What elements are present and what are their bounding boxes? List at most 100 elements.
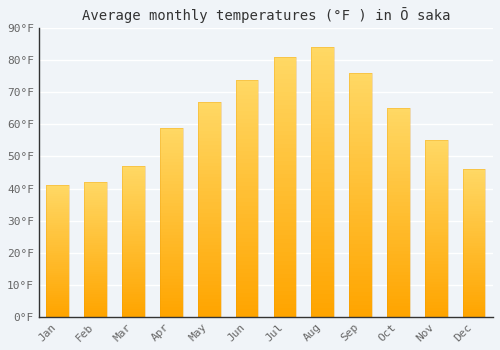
- Bar: [160, 178, 182, 181]
- Bar: [122, 239, 145, 241]
- Bar: [160, 235, 182, 238]
- Bar: [198, 163, 220, 167]
- Bar: [236, 210, 258, 214]
- Bar: [160, 285, 182, 288]
- Bar: [349, 114, 372, 118]
- Bar: [463, 189, 485, 191]
- Bar: [349, 313, 372, 317]
- Bar: [236, 131, 258, 135]
- Bar: [160, 197, 182, 200]
- Bar: [236, 265, 258, 270]
- Bar: [274, 61, 296, 66]
- Bar: [236, 214, 258, 218]
- Bar: [46, 212, 69, 214]
- Bar: [160, 162, 182, 166]
- Bar: [46, 310, 69, 313]
- Bar: [236, 79, 258, 84]
- Bar: [122, 312, 145, 314]
- Bar: [122, 221, 145, 224]
- Bar: [46, 205, 69, 207]
- Bar: [46, 229, 69, 231]
- Bar: [198, 256, 220, 259]
- Title: Average monthly temperatures (°F ) in Ō saka: Average monthly temperatures (°F ) in Ō …: [82, 7, 450, 23]
- Bar: [160, 169, 182, 172]
- Bar: [274, 304, 296, 308]
- Bar: [425, 217, 448, 220]
- Bar: [463, 268, 485, 270]
- Bar: [84, 218, 107, 220]
- Bar: [236, 226, 258, 230]
- Bar: [312, 187, 334, 191]
- Bar: [387, 199, 410, 202]
- Bar: [425, 290, 448, 293]
- Bar: [122, 272, 145, 274]
- Bar: [349, 126, 372, 130]
- Bar: [122, 166, 145, 317]
- Bar: [463, 231, 485, 233]
- Bar: [425, 285, 448, 287]
- Bar: [312, 294, 334, 299]
- Bar: [387, 129, 410, 133]
- Bar: [312, 164, 334, 169]
- Bar: [463, 226, 485, 228]
- Bar: [349, 146, 372, 150]
- Bar: [463, 223, 485, 226]
- Bar: [425, 232, 448, 235]
- Bar: [387, 171, 410, 174]
- Bar: [46, 245, 69, 247]
- Bar: [349, 231, 372, 236]
- Bar: [198, 181, 220, 184]
- Bar: [46, 282, 69, 284]
- Bar: [198, 259, 220, 263]
- Bar: [349, 81, 372, 85]
- Bar: [46, 297, 69, 299]
- Bar: [274, 139, 296, 144]
- Bar: [46, 301, 69, 304]
- Bar: [425, 176, 448, 178]
- Bar: [274, 209, 296, 213]
- Bar: [425, 199, 448, 202]
- Bar: [387, 164, 410, 167]
- Bar: [122, 241, 145, 244]
- Bar: [349, 167, 372, 170]
- Bar: [160, 184, 182, 188]
- Bar: [46, 186, 69, 317]
- Bar: [312, 52, 334, 56]
- Bar: [425, 279, 448, 281]
- Bar: [387, 296, 410, 300]
- Bar: [160, 191, 182, 194]
- Bar: [84, 205, 107, 207]
- Bar: [387, 258, 410, 261]
- Bar: [160, 263, 182, 266]
- Bar: [387, 116, 410, 119]
- Bar: [84, 229, 107, 231]
- Bar: [160, 147, 182, 150]
- Bar: [425, 299, 448, 302]
- Bar: [312, 236, 334, 240]
- Bar: [463, 295, 485, 297]
- Bar: [122, 166, 145, 169]
- Bar: [387, 188, 410, 192]
- Bar: [160, 279, 182, 282]
- Bar: [274, 282, 296, 287]
- Bar: [387, 261, 410, 265]
- Bar: [122, 174, 145, 176]
- Bar: [122, 267, 145, 269]
- Bar: [425, 214, 448, 217]
- Bar: [274, 75, 296, 79]
- Bar: [274, 66, 296, 70]
- Bar: [425, 158, 448, 161]
- Bar: [463, 243, 485, 245]
- Bar: [122, 292, 145, 294]
- Bar: [46, 258, 69, 260]
- Bar: [463, 236, 485, 238]
- Bar: [312, 65, 334, 70]
- Bar: [46, 233, 69, 236]
- Bar: [46, 198, 69, 201]
- Bar: [312, 245, 334, 250]
- Bar: [198, 131, 220, 134]
- Bar: [84, 207, 107, 209]
- Bar: [425, 149, 448, 152]
- Bar: [198, 234, 220, 238]
- Bar: [122, 252, 145, 254]
